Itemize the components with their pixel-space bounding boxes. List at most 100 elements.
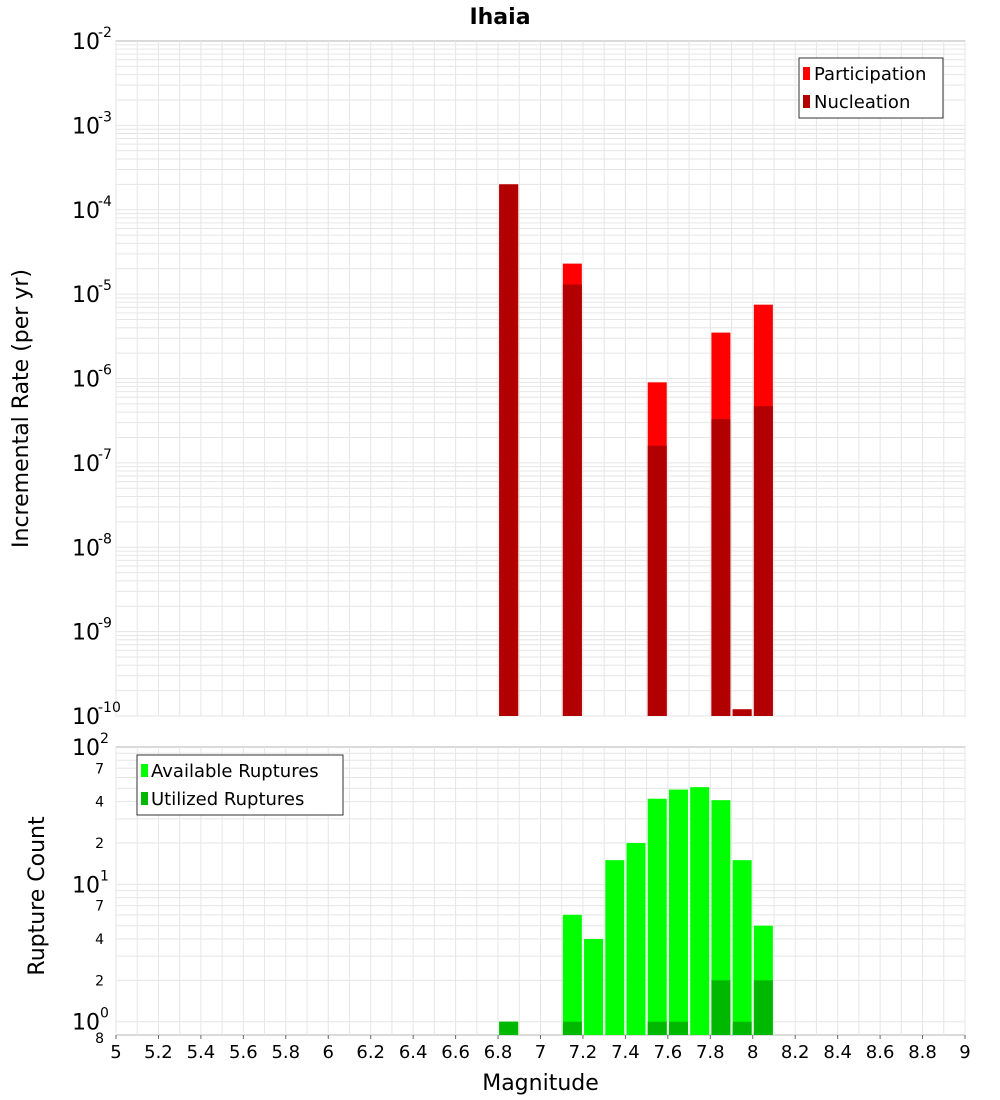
chart-title: Ihaia [469,5,530,30]
nucleation-bar [711,419,731,716]
x-tick-label: 5.2 [144,1042,173,1063]
svg-text:10: 10 [72,114,100,139]
x-tick-label: 8.2 [781,1042,810,1063]
x-tick-label: 5.8 [271,1042,300,1063]
nucleation-bar [499,184,519,717]
utilized-ruptures-bar [647,1021,667,1035]
svg-text:10: 10 [72,736,100,761]
available-ruptures-bar [584,939,604,1035]
magnitude-x-ticks: 5 5.2 5.4 5.6 5.8 6 6.2 6.4 6.6 6.8 7 7.2 7.4 7.6 7.8 8… [110,1035,971,1063]
x-tick-label: 7 [535,1042,546,1063]
count-y-minor-tick-label: 2 [95,973,104,989]
x-tick-label: 9 [959,1042,970,1063]
available-ruptures-bar [668,789,688,1035]
svg-text:-9: -9 [98,616,112,632]
available-ruptures-bar [732,860,752,1035]
utilized-ruptures-bar [711,980,731,1035]
svg-text:10: 10 [72,452,100,477]
rate-y-axis-label: Incremental Rate (per yr) [9,269,34,548]
svg-text:-8: -8 [98,531,112,547]
rate-legend: Participation Nucleation [798,57,944,119]
svg-text:10: 10 [72,621,100,646]
rate-legend-box [798,57,944,119]
legend-label-nucleation: Nucleation [814,92,910,113]
rate-y-tick-label: 10-5 [72,278,112,308]
svg-text:10: 10 [72,30,100,55]
nucleation-bar [562,284,582,716]
svg-text:-6: -6 [98,363,112,379]
x-tick-label: 8.6 [866,1042,895,1063]
svg-text:-5: -5 [98,278,112,294]
available-ruptures-bar [562,914,582,1035]
utilized-ruptures-bar [668,1021,688,1035]
available-ruptures-bar [690,787,710,1035]
count-legend-box [136,754,344,816]
x-tick-label: 6.6 [441,1042,470,1063]
svg-text:10: 10 [72,536,100,561]
nucleation-bar [732,709,752,716]
legend-swatch-participation [803,67,810,80]
utilized-ruptures-bar [732,1021,752,1035]
legend-label-available: Available Ruptures [151,761,319,782]
x-tick-label: 8.8 [908,1042,937,1063]
available-ruptures-bar [626,843,646,1035]
utilized-ruptures-bar [499,1021,519,1035]
svg-text:10: 10 [72,873,100,898]
x-tick-label: 7.2 [569,1042,598,1063]
rate-y-tick-label: 10-8 [72,531,112,561]
rate-y-tick-label: 10-10 [72,700,121,730]
utilized-ruptures-bar [562,1021,582,1035]
count-y-minor-tick-label: 7 [95,761,104,777]
rate-y-tick-label: 10-2 [72,25,112,55]
magnitude-x-axis-label: Magnitude [482,1071,599,1096]
count-y-minor-tick-label: 2 [95,836,104,852]
x-tick-label: 6 [323,1042,334,1063]
x-tick-label: 8 [747,1042,758,1063]
svg-text:10: 10 [72,705,100,730]
svg-text:-2: -2 [98,25,112,41]
svg-text:-4: -4 [98,194,112,210]
rate-y-tick-label: 10-6 [72,363,112,393]
rate-y-tick-label: 10-3 [72,109,112,139]
count-y-minor-tick-label: 7 [95,899,104,915]
available-ruptures-bar [605,860,625,1035]
rate-gridlines [115,41,966,717]
legend-swatch-nucleation [803,95,810,108]
svg-text:10: 10 [72,199,100,224]
count-y-minor-tick-label: 8 [95,1031,104,1047]
x-tick-label: 5.6 [229,1042,258,1063]
count-y-tick-label: 10 1 [72,868,109,898]
x-tick-label: 6.8 [484,1042,513,1063]
count-y-tick-label: 10 0 [72,1006,109,1036]
nucleation-bar [753,406,773,716]
svg-text:10: 10 [72,368,100,393]
legend-label-participation: Participation [814,64,926,85]
svg-text:10: 10 [72,283,100,308]
svg-text:-7: -7 [98,447,112,463]
rate-y-tick-label: 10-9 [72,616,112,646]
count-y-tick-label: 10 2 [72,731,109,761]
x-tick-label: 7.4 [611,1042,640,1063]
nucleation-bar [647,445,667,716]
svg-text:0: 0 [100,1006,109,1022]
rate-bars [499,184,773,717]
x-tick-label: 8.4 [823,1042,852,1063]
rate-y-tick-label: 10-4 [72,194,112,224]
utilized-ruptures-bar [753,980,773,1035]
x-tick-label: 6.4 [399,1042,428,1063]
count-y-minor-tick-label: 4 [95,795,104,811]
svg-text:-10: -10 [98,700,121,716]
available-ruptures-bar [647,798,667,1035]
x-tick-label: 5.4 [187,1042,216,1063]
svg-text:2: 2 [100,731,109,747]
count-legend: Available Ruptures Utilized Ruptures [136,754,344,816]
count-y-minor-tick-label: 4 [95,932,104,948]
available-ruptures-bar [711,800,731,1035]
x-tick-label: 7.8 [696,1042,725,1063]
